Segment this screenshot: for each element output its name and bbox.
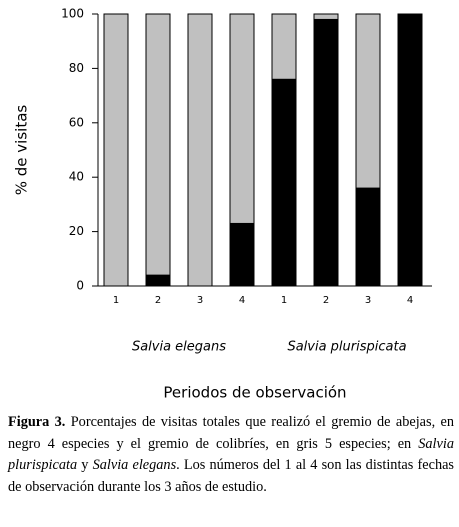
bar-segment (355, 13, 381, 189)
y-tick-label: 60 (69, 115, 84, 129)
group-label: Salvia elegans (132, 340, 226, 355)
y-tick-label: 100 (61, 7, 84, 21)
bar-segment (229, 222, 255, 287)
bar-segment (145, 274, 171, 287)
x-tick-label: 3 (365, 295, 371, 306)
chart: % de visitas Periodos de observación 0 20… (13, 7, 432, 402)
caption-text: . Los números del 1 al 4 son las distint… (8, 457, 454, 495)
x-tick-label: 2 (323, 295, 329, 306)
caption-text: Salvia plurispicata (8, 435, 454, 474)
bar-segment (313, 13, 339, 20)
bar-segment (271, 78, 297, 287)
x-tick-label: 1 (113, 295, 119, 306)
x-tick-label: 4 (239, 295, 245, 306)
bar-segment (355, 187, 381, 287)
y-axis-label: % de visitas (13, 105, 31, 196)
bar-segment (397, 13, 423, 287)
y-tick-label: 80 (69, 61, 84, 75)
bar-segment (229, 13, 255, 224)
bar-segment (313, 18, 339, 287)
caption-text: Figura 3. (8, 414, 66, 430)
bar-segment (103, 13, 129, 287)
y-tick-label: 0 (76, 279, 84, 293)
x-axis-label: Periodos de observación (163, 384, 346, 402)
y-tick-label: 40 (69, 170, 84, 184)
y-tick-label: 20 (69, 224, 84, 238)
caption-text: y (77, 457, 93, 473)
caption: Figura 3. Porcentajes de visitas totales… (8, 412, 454, 498)
x-tick-label: 1 (281, 295, 287, 306)
x-tick-label: 3 (197, 295, 203, 306)
bar-segment (145, 13, 171, 276)
bar-segment (187, 13, 213, 287)
x-tick-label: 4 (407, 295, 413, 306)
caption-text: Salvia elegans (92, 457, 177, 473)
group-label: Salvia plurispicata (287, 340, 406, 355)
x-tick-label: 2 (155, 295, 161, 306)
bar-segment (271, 13, 297, 80)
caption-text: Porcentajes de visitas totales que reali… (8, 414, 454, 452)
